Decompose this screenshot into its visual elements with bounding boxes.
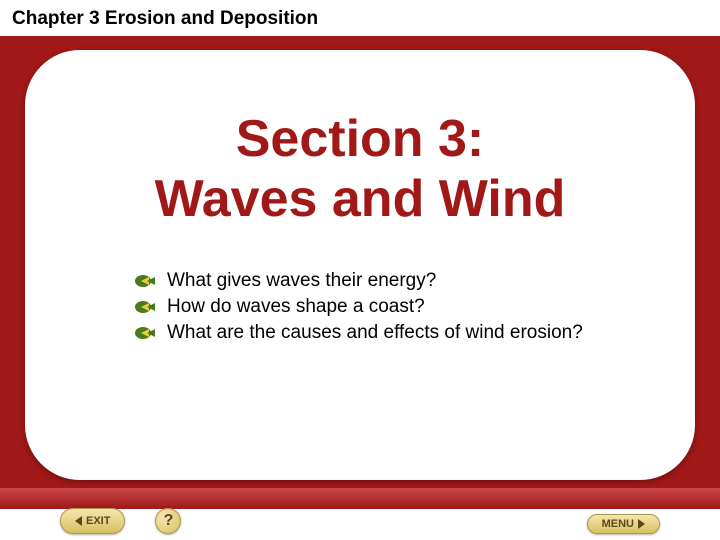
bullet-text: What are the causes and effects of wind … — [167, 322, 583, 344]
section-title: Section 3: Waves and Wind — [65, 110, 655, 230]
bullet-list: What gives waves their energy? How do wa… — [135, 270, 655, 344]
triangle-left-icon — [75, 516, 82, 526]
help-button[interactable]: ? — [155, 508, 181, 534]
exit-label: EXIT — [86, 515, 110, 527]
section-title-line1: Section 3: — [236, 110, 485, 168]
footer-left-group: EXIT ? — [60, 508, 181, 534]
footer-bar: EXIT ? MENU — [0, 488, 720, 540]
arrow-icon — [135, 326, 157, 340]
footer-right-group: MENU — [587, 514, 660, 534]
list-item: What are the causes and effects of wind … — [135, 322, 655, 344]
triangle-right-icon — [638, 519, 645, 529]
menu-label: MENU — [602, 518, 634, 530]
bullet-text: How do waves shape a coast? — [167, 296, 425, 318]
exit-button[interactable]: EXIT — [60, 508, 125, 534]
section-title-line2: Waves and Wind — [155, 170, 566, 228]
bullet-text: What gives waves their energy? — [167, 270, 436, 292]
header-bar: Chapter 3 Erosion and Deposition — [0, 0, 720, 36]
menu-button[interactable]: MENU — [587, 514, 660, 534]
list-item: How do waves shape a coast? — [135, 296, 655, 318]
content-panel: Section 3: Waves and Wind What gives wav… — [25, 50, 695, 480]
help-label: ? — [164, 512, 174, 530]
header-divider — [0, 36, 720, 40]
arrow-icon — [135, 300, 157, 314]
list-item: What gives waves their energy? — [135, 270, 655, 292]
chapter-title: Chapter 3 Erosion and Deposition — [12, 8, 708, 30]
arrow-icon — [135, 274, 157, 288]
